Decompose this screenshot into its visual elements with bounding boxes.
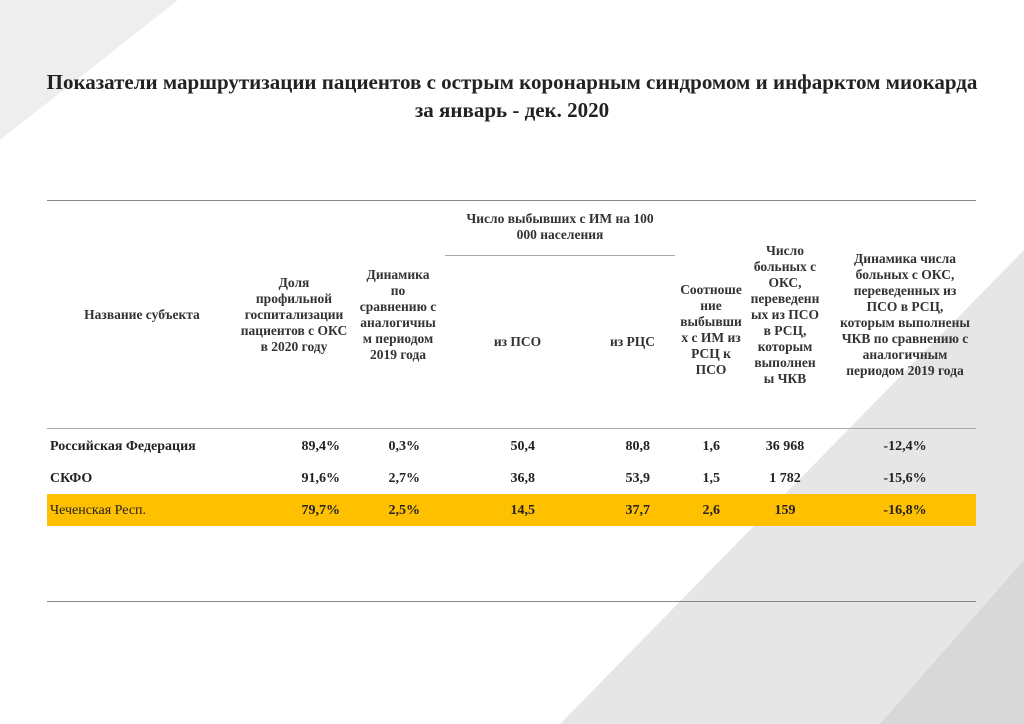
cell: 50,4	[510, 439, 536, 454]
rule	[445, 255, 675, 256]
header: Соотношение выбывших с ИМ из РСЦ к ПСО	[680, 282, 742, 377]
cell: 36,8	[510, 471, 536, 486]
cell: 79,7%	[301, 503, 341, 518]
row-name: Чеченская Респ.	[50, 503, 147, 518]
cell: 36 968	[765, 439, 805, 454]
cell: 53,9	[625, 471, 651, 486]
rule	[47, 200, 976, 201]
cell: 2,7%	[388, 471, 421, 486]
cell: -12,4%	[883, 439, 927, 454]
row-name: СКФО	[50, 471, 93, 486]
header: из ПСО	[493, 334, 542, 349]
cell: 2,6	[702, 503, 721, 518]
cell: 1,6	[702, 439, 721, 454]
cell: 1,5	[702, 471, 721, 486]
cell: 89,4%	[301, 439, 341, 454]
row-name: Российская Федерация	[50, 439, 196, 454]
rule	[47, 428, 976, 429]
cell: 91,6%	[301, 471, 341, 486]
title: Показатели маршрутизации пациентов с ост…	[46, 70, 978, 122]
cell: 2,5%	[388, 503, 421, 518]
cell: -15,6%	[883, 471, 927, 486]
highlight-row	[47, 494, 976, 526]
header: Название субъекта	[84, 307, 200, 322]
cell: 80,8	[625, 439, 651, 454]
corner-shape	[0, 0, 178, 140]
corner-shape	[560, 250, 1024, 724]
header: Число больных с ОКС, переведенных из ПСО…	[750, 243, 820, 386]
cell: 159	[774, 503, 796, 518]
header: Динамика числа больных с ОКС, переведенн…	[840, 251, 970, 378]
rule	[47, 601, 976, 602]
cell: 0,3%	[388, 439, 421, 454]
group-header: Число выбывших с ИМ на 100 000 населения	[466, 211, 654, 242]
cell: 14,5	[510, 503, 536, 518]
corner-shape	[880, 560, 1024, 724]
cell: -16,8%	[883, 503, 927, 518]
header: из РЦС	[609, 334, 656, 349]
header: Динамика по сравнению с аналогичным пери…	[359, 267, 437, 362]
cell: 37,7	[625, 503, 651, 518]
header: Доля профильной госпитализации пациентов…	[240, 275, 348, 354]
cell: 1 782	[769, 471, 801, 486]
